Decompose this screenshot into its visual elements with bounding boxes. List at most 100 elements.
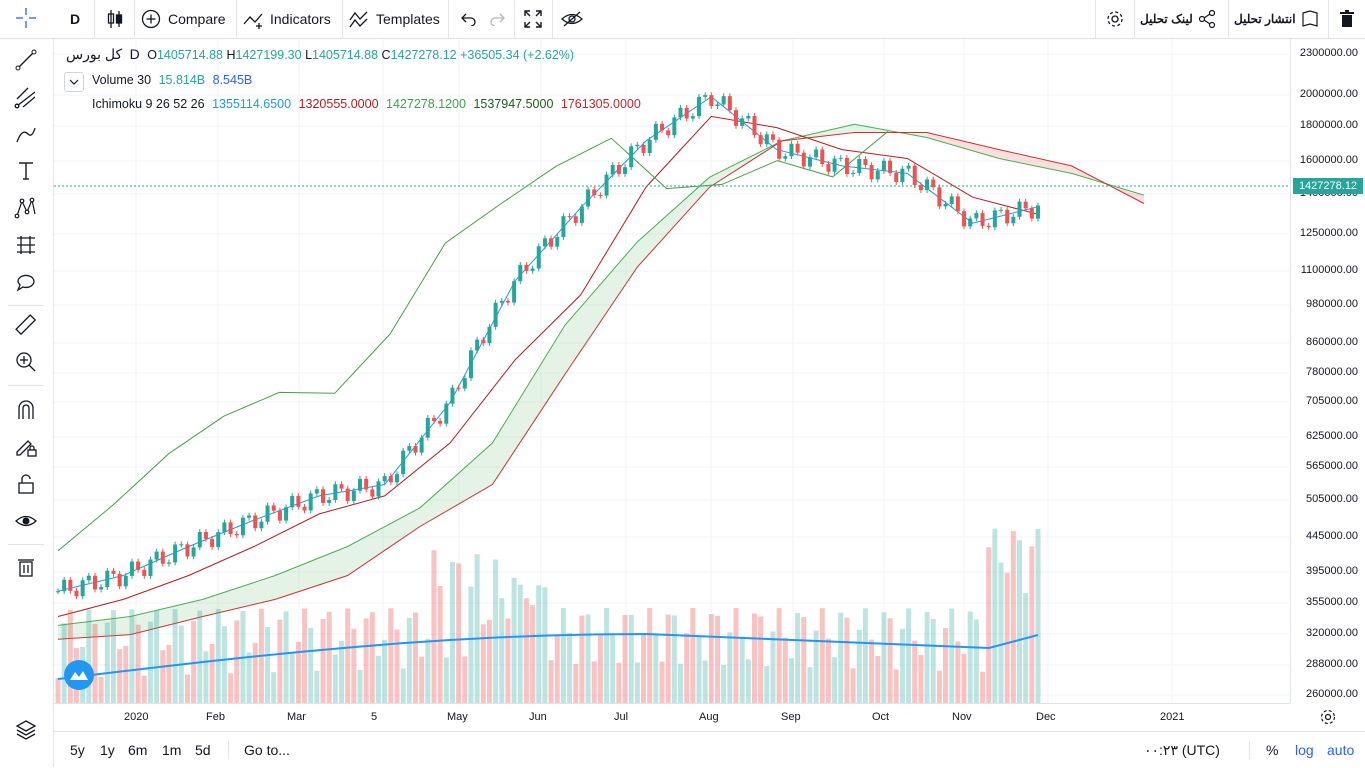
templates-button[interactable]: Templates	[348, 0, 444, 38]
volume-bar	[443, 657, 449, 703]
price-tick-label: 1600000.00	[1299, 154, 1358, 166]
brush-button[interactable]	[10, 118, 42, 150]
volume-bar	[499, 598, 505, 703]
candle-body	[314, 489, 319, 494]
zoom-in-button[interactable]	[10, 346, 42, 378]
annotation-button[interactable]	[10, 266, 42, 298]
settings-button[interactable]	[1102, 0, 1128, 38]
goto-button[interactable]: Go to...	[244, 732, 290, 768]
range-5d[interactable]: 5d	[195, 732, 211, 768]
volume-bar	[721, 664, 727, 703]
candle-body	[727, 96, 732, 111]
volume-bar	[622, 615, 628, 703]
volume-bar	[86, 609, 92, 703]
volume-bar	[875, 656, 881, 703]
ruler-button[interactable]	[10, 309, 42, 341]
candle-body	[456, 387, 461, 389]
candle-body	[431, 417, 436, 421]
candle-body	[468, 350, 473, 379]
chart-type-button[interactable]	[100, 0, 130, 38]
candle-body	[277, 510, 282, 521]
volume-bar	[998, 562, 1004, 703]
candle-body	[869, 165, 874, 180]
candle-body	[123, 575, 128, 587]
trend-line-button[interactable]	[10, 44, 42, 76]
volume-bar	[641, 634, 647, 703]
volume-bar	[277, 619, 283, 703]
volume-bar	[573, 663, 579, 703]
pitchfork-icon	[14, 87, 36, 109]
candle-body	[203, 532, 208, 539]
pattern-button[interactable]	[10, 192, 42, 224]
collapse-legend-button[interactable]	[64, 72, 84, 92]
time-tick-label: Aug	[699, 711, 719, 723]
log-toggle[interactable]: log	[1295, 732, 1314, 768]
delete-chart-button[interactable]	[1334, 0, 1360, 38]
hide-drawings-button[interactable]	[558, 0, 586, 38]
chart-pane[interactable]	[54, 39, 1289, 703]
prediction-button[interactable]	[10, 229, 42, 261]
percent-toggle[interactable]: %	[1266, 732, 1278, 768]
range-5y[interactable]: 5y	[70, 732, 85, 768]
volume-bar	[486, 619, 492, 703]
indicators-button[interactable]: Indicators	[242, 0, 338, 38]
volume-bar	[332, 654, 338, 703]
range-6m[interactable]: 6m	[128, 732, 147, 768]
lock-button[interactable]	[10, 468, 42, 500]
candle-body	[647, 139, 652, 154]
candle-body	[240, 517, 245, 536]
time-tick-label: Mar	[287, 711, 306, 723]
volume-bar	[437, 586, 443, 703]
price-tick-label: 625000.00	[1306, 430, 1358, 442]
undo-button[interactable]	[456, 0, 482, 38]
candle-body	[962, 211, 967, 227]
fib-button[interactable]	[10, 81, 42, 113]
time-axis[interactable]: 2020 Feb Mar 5 May Jun Jul Aug Sep Oct Nov Dec 2021	[54, 703, 1290, 731]
price-tick-label: 705000.00	[1306, 395, 1358, 407]
remove-drawings-button[interactable]	[10, 551, 42, 583]
volume-bar	[727, 632, 733, 703]
symbol-name: کل بورس	[66, 46, 123, 62]
timezone-button[interactable]: ۰۰:۲۳ (UTC)	[1144, 732, 1220, 768]
range-1y[interactable]: 1y	[100, 732, 115, 768]
candle-body	[758, 135, 763, 145]
redo-button[interactable]	[484, 0, 510, 38]
visibility-button[interactable]	[10, 505, 42, 537]
volume-bar	[1010, 531, 1016, 703]
price-axis[interactable]: 2300000.00 2000000.00 1800000.00 1600000.00…	[1290, 39, 1365, 703]
text-button[interactable]	[10, 155, 42, 187]
price-tick-label: 980000.00	[1306, 298, 1358, 310]
fullscreen-button[interactable]	[520, 0, 546, 38]
compare-button[interactable]: Compare	[140, 0, 232, 38]
logo-badge[interactable]	[64, 660, 94, 690]
drawing-mode-button[interactable]	[10, 431, 42, 463]
auto-toggle[interactable]: auto	[1327, 732, 1354, 768]
candle-body	[419, 437, 424, 453]
candle-body	[770, 134, 775, 140]
range-1m[interactable]: 1m	[162, 732, 181, 768]
candle-body	[542, 238, 547, 247]
axis-settings-button[interactable]	[1316, 707, 1340, 727]
share-button[interactable]: لینک تحلیل	[1140, 0, 1224, 38]
volume-bar	[628, 614, 634, 703]
cloud-segment	[202, 575, 276, 617]
interval-label: D	[69, 11, 81, 27]
interval-button[interactable]: D	[62, 0, 88, 38]
volume-bar	[548, 660, 554, 703]
candle-body	[80, 580, 85, 597]
candle-body	[610, 164, 615, 175]
price-chart[interactable]	[54, 39, 1289, 703]
volume-bar	[856, 629, 862, 703]
object-tree-button[interactable]	[10, 714, 42, 746]
volume-bar	[567, 632, 573, 703]
volume-bar	[339, 640, 345, 703]
crosshair-tool-button[interactable]	[10, 2, 42, 34]
leading-span-b-line	[57, 132, 1145, 640]
magnet-button[interactable]	[10, 394, 42, 426]
volume-bar	[930, 618, 936, 703]
volume-bar	[308, 627, 314, 703]
close-value: 1427278.12	[390, 48, 457, 62]
volume-bar	[813, 630, 819, 703]
publish-button[interactable]: انتشار تحلیل	[1234, 0, 1324, 38]
divider	[1134, 0, 1135, 38]
